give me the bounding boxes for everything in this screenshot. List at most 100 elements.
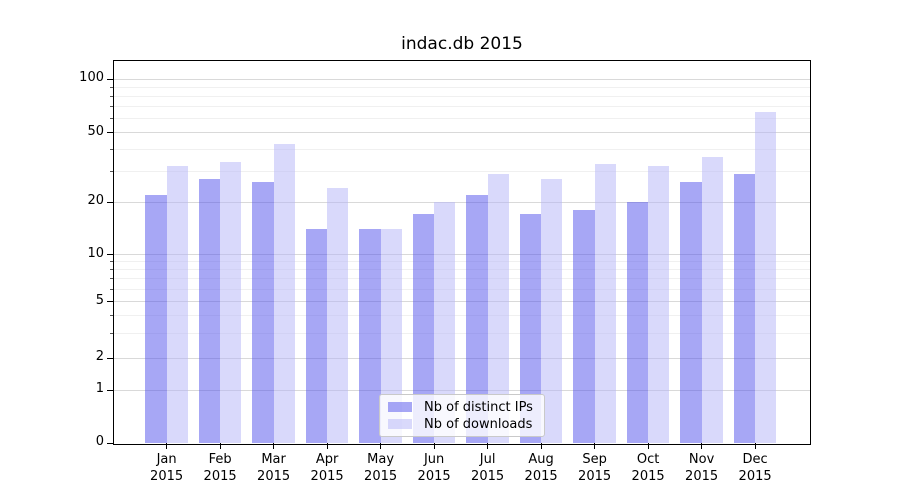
gridline-minor-8	[114, 269, 810, 271]
bar-dec-downloads	[755, 112, 777, 443]
gridline-major-1	[114, 389, 810, 391]
xtick-label-mar: Mar 2015	[257, 452, 291, 484]
gridline-major-20	[114, 201, 810, 203]
ytick-minor-3	[110, 332, 113, 334]
gridline-minor-70	[114, 106, 810, 108]
xtick-label-apr: Apr 2015	[310, 452, 344, 484]
ytick-label-1: 1	[95, 381, 104, 396]
ytick-minor-30	[110, 170, 113, 172]
bar-jul-downloads	[487, 173, 509, 443]
xtick-oct	[647, 443, 649, 449]
ytick-minor-7	[110, 278, 113, 280]
gridline-minor-7	[114, 278, 810, 280]
gridline-minor-6	[114, 288, 810, 290]
bar-nov-downloads	[701, 157, 723, 443]
xtick-sep	[594, 443, 596, 449]
xtick-jul	[487, 443, 489, 449]
bar-aug-distinct-ips	[519, 214, 542, 443]
bar-mar-distinct-ips	[252, 182, 274, 443]
ytick-minor-60	[110, 117, 113, 119]
gridline-major-5	[114, 301, 810, 303]
bar-dec-distinct-ips	[733, 173, 756, 443]
gridline-minor-90	[114, 86, 810, 88]
ytick-minor-70	[110, 106, 113, 108]
ytick-label-10: 10	[87, 245, 104, 261]
xtick-may	[380, 443, 382, 449]
bar-jun-downloads	[434, 202, 456, 443]
ytick-major-0	[107, 442, 113, 444]
bar-jan-downloads	[166, 166, 188, 443]
gridline-minor-3	[114, 332, 810, 334]
xtick-mar	[273, 443, 275, 449]
xtick-label-may: May 2015	[364, 452, 398, 484]
gridline-minor-9	[114, 261, 810, 263]
ytick-major-1	[107, 389, 113, 391]
xtick-nov	[701, 443, 703, 449]
legend-label-distinct-ips: Nb of distinct IPs	[424, 399, 533, 415]
ytick-minor-9	[110, 261, 113, 263]
bar-may-distinct-ips	[359, 229, 381, 443]
ytick-minor-6	[110, 288, 113, 290]
gridline-major-2	[114, 357, 810, 359]
ytick-label-2: 2	[95, 349, 104, 364]
xtick-dec	[754, 443, 756, 449]
ytick-minor-4	[110, 314, 113, 316]
xtick-aug	[540, 443, 542, 449]
ytick-label-0: 0	[95, 434, 104, 449]
bar-sep-downloads	[594, 164, 616, 443]
bar-jan-distinct-ips	[145, 194, 167, 443]
ytick-label-5: 5	[95, 292, 104, 308]
bar-feb-distinct-ips	[198, 179, 221, 443]
xtick-label-jan: Jan 2015	[150, 452, 184, 484]
ytick-major-5	[107, 301, 113, 303]
xtick-jan	[166, 443, 168, 449]
gridline-minor-80	[114, 95, 810, 97]
ytick-label-20: 20	[87, 193, 104, 208]
legend-label-downloads: Nb of downloads	[424, 416, 533, 432]
bar-mar-downloads	[273, 143, 295, 443]
legend-row-downloads: Nb of downloads	[386, 417, 538, 432]
chart-title: indac.db 2015	[401, 34, 523, 54]
legend: Nb of distinct IPs Nb of downloads	[379, 394, 545, 437]
xtick-label-sep: Sep 2015	[578, 452, 612, 484]
bar-nov-distinct-ips	[680, 182, 702, 443]
ytick-minor-40	[110, 148, 113, 150]
ytick-major-20	[107, 201, 113, 203]
legend-swatch-distinct-ips	[388, 402, 412, 412]
bar-sep-distinct-ips	[573, 210, 595, 443]
bar-jun-distinct-ips	[412, 214, 435, 443]
ytick-major-50	[107, 132, 113, 133]
bar-may-downloads	[380, 229, 402, 443]
bar-oct-downloads	[648, 166, 670, 443]
bar-feb-downloads	[220, 161, 242, 443]
ytick-major-100	[107, 78, 113, 80]
xtick-apr	[326, 443, 328, 449]
gridline-major-50	[114, 132, 810, 133]
xtick-label-feb: Feb 2015	[203, 452, 237, 484]
xtick-label-oct: Oct 2015	[631, 452, 665, 484]
bar-apr-downloads	[327, 188, 349, 443]
bar-jul-distinct-ips	[466, 194, 488, 443]
gridline-minor-60	[114, 117, 810, 119]
gridline-minor-40	[114, 148, 810, 150]
bar-oct-distinct-ips	[626, 202, 649, 443]
gridline-major-10	[114, 254, 810, 256]
ytick-minor-80	[110, 95, 113, 97]
ytick-major-10	[107, 254, 113, 256]
xtick-jun	[433, 443, 435, 449]
xtick-label-dec: Dec 2015	[738, 452, 772, 484]
legend-row-distinct-ips: Nb of distinct IPs	[386, 400, 538, 415]
bar-aug-downloads	[541, 179, 563, 443]
gridline-minor-30	[114, 170, 810, 172]
gridline-major-100	[114, 78, 810, 80]
ytick-label-100: 100	[79, 70, 104, 85]
xtick-label-nov: Nov 2015	[685, 452, 719, 484]
xtick-feb	[219, 443, 221, 449]
ytick-minor-8	[110, 269, 113, 271]
ytick-minor-90	[110, 86, 113, 88]
xtick-label-jun: Jun 2015	[417, 452, 451, 484]
xtick-label-aug: Aug 2015	[524, 452, 558, 484]
ytick-major-2	[107, 357, 113, 359]
bar-apr-distinct-ips	[305, 229, 328, 443]
